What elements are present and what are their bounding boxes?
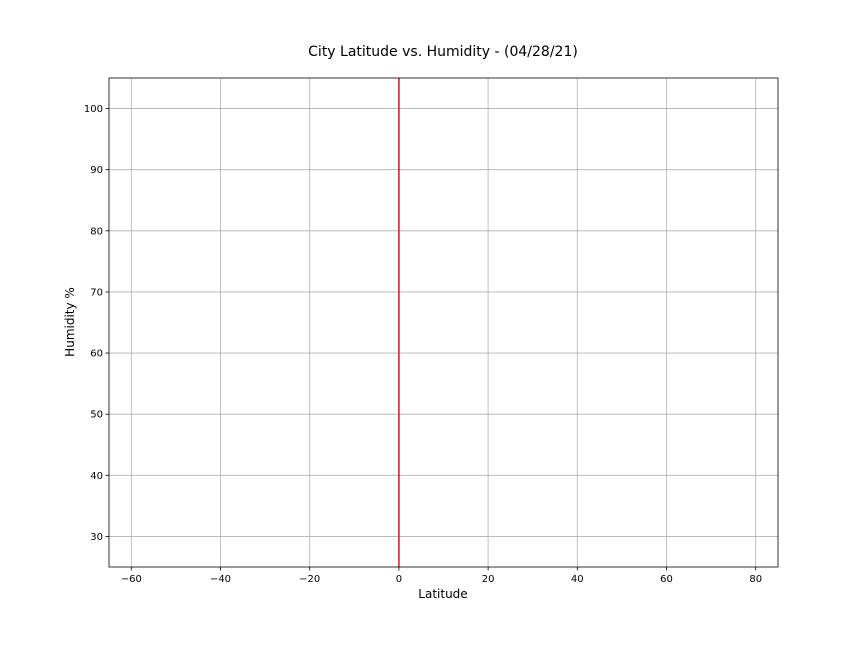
x-tick-label: 80 xyxy=(749,574,762,585)
x-tick-label: −40 xyxy=(210,574,231,585)
x-axis-label: Latitude xyxy=(418,587,467,601)
y-tick-label: 100 xyxy=(84,104,103,115)
x-tick-label: 20 xyxy=(482,574,495,585)
x-tick-label: 0 xyxy=(396,574,402,585)
x-tick-label: 60 xyxy=(660,574,673,585)
y-tick-label: 70 xyxy=(90,287,103,298)
y-tick-label: 30 xyxy=(90,532,103,543)
x-tick-label: −60 xyxy=(121,574,142,585)
y-tick-label: 90 xyxy=(90,165,103,176)
x-tick-label: −20 xyxy=(299,574,320,585)
y-tick-label: 60 xyxy=(90,349,103,360)
y-tick-label: 80 xyxy=(90,226,103,237)
chart-title: City Latitude vs. Humidity - (04/28/21) xyxy=(308,44,578,60)
plot-frame xyxy=(108,77,779,568)
y-tick-label: 40 xyxy=(90,471,103,482)
grid-layer xyxy=(109,78,778,567)
y-tick-label: 50 xyxy=(90,410,103,421)
y-axis-label: Humidity % xyxy=(63,287,77,357)
tick-layer: −60 −40 −20 0 20 40 60 80 30 40 50 60 70 80 90 100 xyxy=(84,104,762,585)
x-tick-label: 40 xyxy=(571,574,584,585)
